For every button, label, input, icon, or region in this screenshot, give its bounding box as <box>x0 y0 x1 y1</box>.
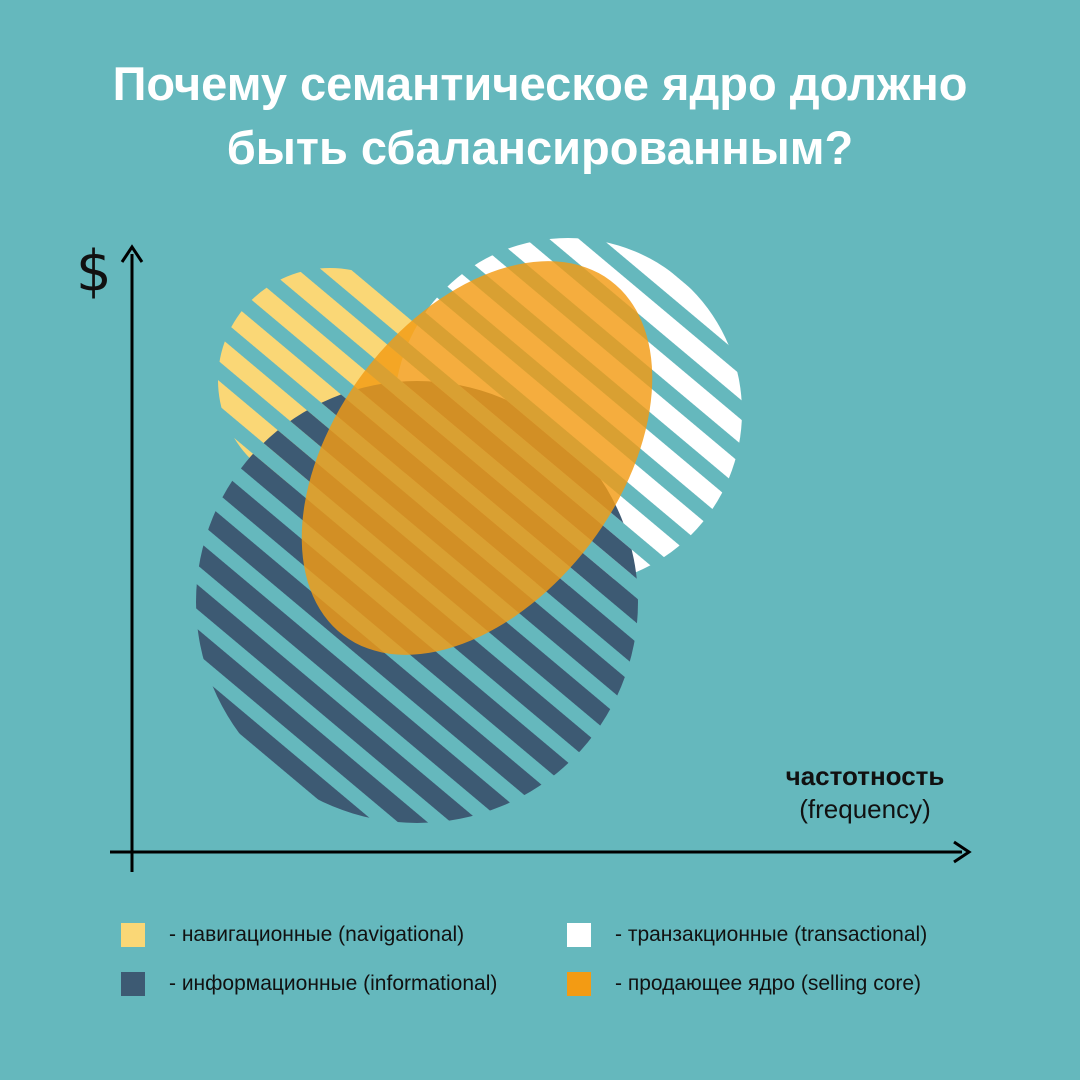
title-line-1: Почему семантическое ядро должно <box>112 57 968 110</box>
legend-swatch-navigational <box>121 923 145 947</box>
legend-swatch-informational <box>121 972 145 996</box>
selling-core-segment <box>301 261 653 655</box>
y-axis <box>120 244 144 872</box>
legend-label-informational: - информационные (informational) <box>169 972 498 995</box>
x-axis-label-main: частотность <box>785 761 945 791</box>
legend-label-transactional: - транзакционные (transactional) <box>615 923 928 946</box>
legend-swatch-selling-core <box>567 972 591 996</box>
page-title: Почему семантическое ядро должно быть сб… <box>0 52 1080 180</box>
legend-swatch-transactional <box>567 923 591 947</box>
x-axis <box>110 840 972 864</box>
title-line-2: быть сбалансированным? <box>226 121 854 174</box>
legend-label-navigational: - навигационные (navigational) <box>169 923 465 946</box>
y-axis-label: $ <box>76 239 112 304</box>
x-axis-label-sub: (frequency) <box>799 794 931 824</box>
x-axis-label: частотность (frequency) <box>740 760 990 826</box>
legend-label-selling-core: - продающее ядро (selling core) <box>615 972 922 995</box>
